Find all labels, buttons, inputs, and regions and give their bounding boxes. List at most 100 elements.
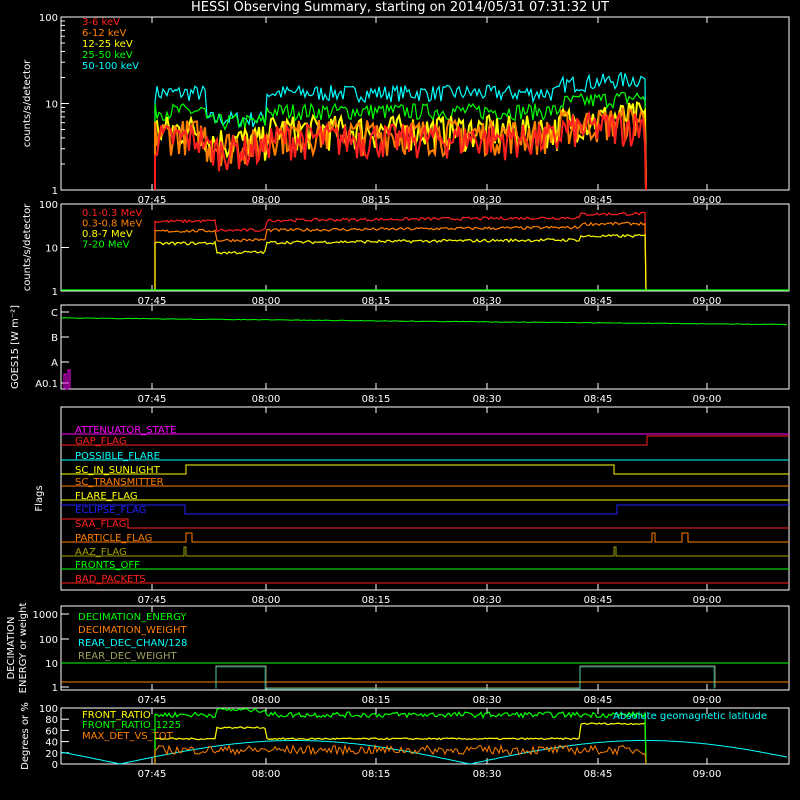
geomag-latitude-line — [60, 740, 788, 765]
flag-line-7 — [61, 504, 789, 515]
x-tick-label: 08:00 — [252, 296, 281, 307]
legend-label-4: 7-20 MeV — [82, 240, 130, 251]
y-tick-label: 1 — [52, 186, 58, 197]
flag-line-9 — [61, 532, 789, 543]
x-tick-label: 08:00 — [252, 595, 281, 606]
goes-line — [60, 317, 787, 326]
legend-label-2: FRONT_RATIO_1225 — [82, 720, 181, 731]
y-axis-label: DECIMATION — [6, 616, 17, 679]
y-axis-label: ENERGY or weight — [18, 603, 29, 694]
x-tick-label: 08:00 — [252, 394, 281, 405]
flag-line-2 — [61, 435, 789, 446]
flag-label-5: SC_TRANSMITTER — [75, 477, 164, 488]
y-tick-label: 1000 — [33, 610, 58, 621]
rear-dec-weight-line — [215, 665, 716, 689]
legend-label-4: 25-50 keV — [82, 50, 133, 61]
legend-label-5: 50-100 keV — [82, 61, 139, 72]
x-tick-label: 08:45 — [584, 394, 613, 405]
rear-dec-chan-line — [215, 666, 715, 690]
x-tick-label: 08:45 — [584, 595, 613, 606]
legend-label-2: 0.3-0.8 MeV — [82, 219, 142, 230]
legend-label-3: 0.8-7 MeV — [82, 229, 133, 240]
x-tick-label: 09:00 — [693, 296, 722, 307]
x-tick-label: 08:15 — [362, 296, 391, 307]
front-ratio-1225-line — [154, 707, 647, 765]
x-tick-label: 08:45 — [584, 695, 613, 706]
x-tick-label: 07:45 — [138, 595, 167, 606]
x-tick-label: 09:00 — [693, 595, 722, 606]
legend-label-3: 12-25 keV — [82, 39, 133, 50]
y-tick-label: 10 — [45, 244, 58, 255]
y-tick-label: C — [51, 308, 58, 319]
legend-label-1: 0.1-0.3 MeV — [82, 208, 142, 219]
flag-label-7: ECLIPSE_FLAG — [75, 505, 146, 516]
x-tick-label: 08:30 — [473, 769, 502, 780]
x-tick-label: 08:00 — [252, 769, 281, 780]
legend-label-2: 6-12 keV — [82, 28, 126, 39]
flag-label-4: SC_IN_SUNLIGHT — [75, 465, 161, 476]
y-axis-label: GOES15 [W m⁻²] — [10, 305, 21, 389]
series-line-1 — [154, 211, 647, 292]
y-axis-label: Flags — [34, 485, 45, 511]
y-axis-label: Degrees or % — [20, 702, 31, 770]
y-tick-label: 100 — [39, 200, 58, 211]
flag-label-9: PARTICLE_FLAG — [75, 533, 152, 544]
panel-frame — [60, 304, 790, 390]
x-tick-label: 09:00 — [693, 394, 722, 405]
x-tick-label: 07:45 — [138, 195, 167, 206]
y-tick-label: 80 — [45, 715, 58, 726]
y-tick-label: B — [51, 333, 58, 344]
x-tick-label: 08:45 — [584, 296, 613, 307]
panel-frame — [60, 16, 790, 191]
x-tick-label: 07:45 — [138, 769, 167, 780]
legend-label-4: REAR_DEC_WEIGHT — [78, 651, 177, 662]
legend-label-3: REAR_DEC_CHAN/128 — [78, 638, 187, 649]
flag-label-3: POSSIBLE_FLARE — [75, 451, 160, 462]
y-tick-label: 20 — [45, 749, 58, 760]
legend-label-1: 3-6 keV — [82, 17, 120, 28]
y-tick-label: 1 — [52, 683, 58, 694]
series-line-1 — [154, 110, 647, 191]
legend-label-4: Absolute geomagnetic latitude — [613, 711, 767, 722]
x-tick-label: 09:00 — [693, 195, 722, 206]
flag-label-12: BAD_PACKETS — [75, 574, 146, 585]
x-tick-label: 08:45 — [584, 195, 613, 206]
y-tick-label: 10 — [45, 100, 58, 111]
y-tick-label: 10 — [45, 659, 58, 670]
x-tick-label: 08:30 — [473, 195, 502, 206]
series-line-3 — [154, 233, 647, 292]
x-tick-label: 09:00 — [693, 769, 722, 780]
x-tick-label: 08:00 — [252, 695, 281, 706]
series-line-2 — [154, 107, 647, 191]
series-line-2 — [154, 221, 647, 292]
y-tick-label: A — [51, 358, 58, 369]
x-tick-label: 07:45 — [138, 695, 167, 706]
series-line-3 — [154, 101, 647, 191]
y-tick-label: 1 — [52, 287, 58, 298]
front-ratio-line — [154, 721, 647, 765]
y-tick-label: 100 — [39, 635, 58, 646]
y-tick-label: 0 — [52, 760, 58, 771]
flag-label-8: SAA_FLAG — [75, 519, 126, 530]
x-tick-label: 09:00 — [693, 695, 722, 706]
y-tick-label: 100 — [39, 704, 58, 715]
x-tick-label: 08:30 — [473, 595, 502, 606]
legend-label-2: DECIMATION_WEIGHT — [78, 625, 187, 636]
x-tick-label: 08:15 — [362, 595, 391, 606]
flag-line-4 — [61, 464, 789, 475]
x-tick-label: 08:00 — [252, 195, 281, 206]
flag-label-10: AAZ_FLAG — [75, 547, 127, 558]
flag-line-8 — [61, 518, 789, 529]
x-tick-label: 08:15 — [362, 769, 391, 780]
page-title: HESSI Observing Summary, starting on 201… — [191, 0, 609, 15]
goes-spike — [63, 369, 71, 390]
panel-frame — [60, 707, 790, 765]
series-line-4 — [154, 91, 647, 191]
y-tick-label: 60 — [45, 726, 58, 737]
flag-label-11: FRONTS_OFF — [75, 560, 140, 571]
flag-line-10 — [61, 546, 789, 557]
x-tick-label: 08:30 — [473, 695, 502, 706]
legend-label-3: MAX_DET_VS_TOT — [82, 731, 174, 742]
x-tick-label: 07:45 — [138, 394, 167, 405]
